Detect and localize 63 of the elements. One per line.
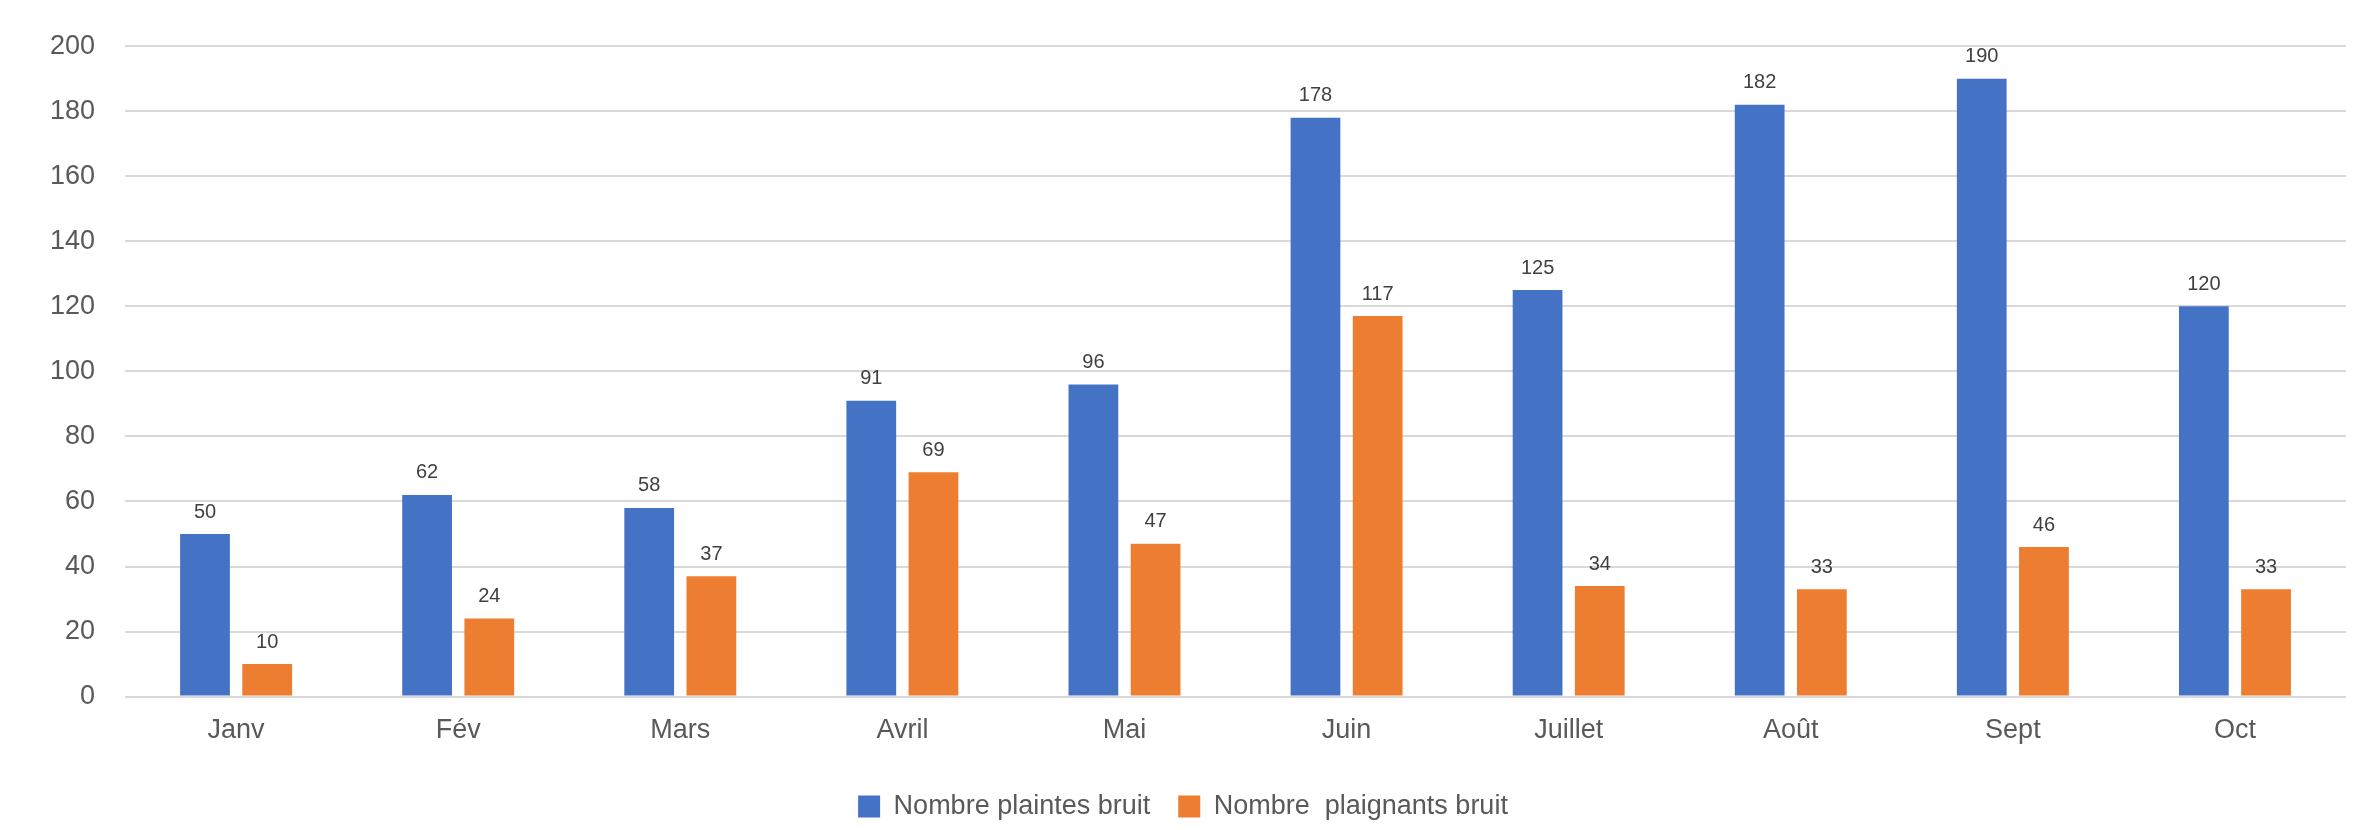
data-label: 46 xyxy=(2032,512,2056,535)
data-label: 125 xyxy=(1520,255,1555,278)
bar xyxy=(624,507,675,696)
data-label: 47 xyxy=(1144,509,1167,532)
data-label: 24 xyxy=(478,584,501,607)
data-label: 62 xyxy=(415,460,439,483)
x-tick-label: Fév xyxy=(435,714,482,745)
data-label: 34 xyxy=(1588,551,1611,574)
x-tick-label: Mai xyxy=(1102,714,1147,745)
y-tick-label: 40 xyxy=(65,549,96,580)
y-tick-label: 120 xyxy=(49,289,96,320)
bar xyxy=(908,472,959,696)
data-label: 58 xyxy=(638,473,661,496)
bar xyxy=(846,400,897,696)
bar xyxy=(180,534,230,696)
bar xyxy=(242,664,293,696)
data-label: 117 xyxy=(1361,281,1394,304)
legend-label: Nombre plaintes bruit xyxy=(893,789,1151,820)
bar xyxy=(2019,547,2069,696)
data-label: 190 xyxy=(1965,44,1999,67)
y-tick-label: 60 xyxy=(65,484,96,515)
bar xyxy=(1956,78,2007,696)
bar xyxy=(2178,306,2229,696)
data-label: 10 xyxy=(256,629,279,652)
x-tick-label: Août xyxy=(1762,714,1820,745)
x-tick-label: Janv xyxy=(207,714,266,745)
x-tick-label: Oct xyxy=(2213,714,2257,745)
y-tick-label: 200 xyxy=(49,29,96,60)
y-tick-label: 180 xyxy=(49,94,96,125)
x-tick-label: Juillet xyxy=(1534,714,1604,745)
legend-label: Nombre plaignants bruit xyxy=(1213,789,1509,820)
bar xyxy=(1574,586,1625,696)
data-label: 120 xyxy=(2187,271,2221,294)
data-label: 178 xyxy=(1298,83,1333,106)
data-label: 37 xyxy=(700,541,723,564)
data-label: 50 xyxy=(193,499,217,522)
bar xyxy=(1352,316,1403,696)
y-tick-label: 20 xyxy=(65,615,96,646)
x-tick-label: Avril xyxy=(876,714,929,745)
bar xyxy=(1290,117,1341,696)
y-tick-label: 140 xyxy=(49,224,96,255)
bar xyxy=(2241,589,2291,696)
y-tick-label: 0 xyxy=(80,680,96,711)
bar xyxy=(686,576,737,696)
bar xyxy=(1512,290,1563,696)
y-tick-label: 160 xyxy=(49,159,96,190)
x-tick-label: Juin xyxy=(1321,714,1372,745)
bar xyxy=(402,494,452,696)
y-tick-label: 80 xyxy=(65,419,96,450)
bar xyxy=(464,618,515,696)
y-tick-label: 100 xyxy=(49,354,96,385)
data-label: 69 xyxy=(922,437,945,460)
data-label: 96 xyxy=(1082,349,1105,372)
x-tick-label: Sept xyxy=(1985,714,2042,745)
bar xyxy=(1130,543,1181,696)
bar xyxy=(1796,589,1847,696)
bar xyxy=(1068,384,1119,696)
data-label: 33 xyxy=(1810,554,1833,577)
data-label: 33 xyxy=(2254,554,2278,577)
bar xyxy=(1734,104,1785,696)
data-label: 182 xyxy=(1742,70,1777,93)
x-tick-label: Mars xyxy=(650,714,711,745)
data-label: 91 xyxy=(860,366,883,389)
